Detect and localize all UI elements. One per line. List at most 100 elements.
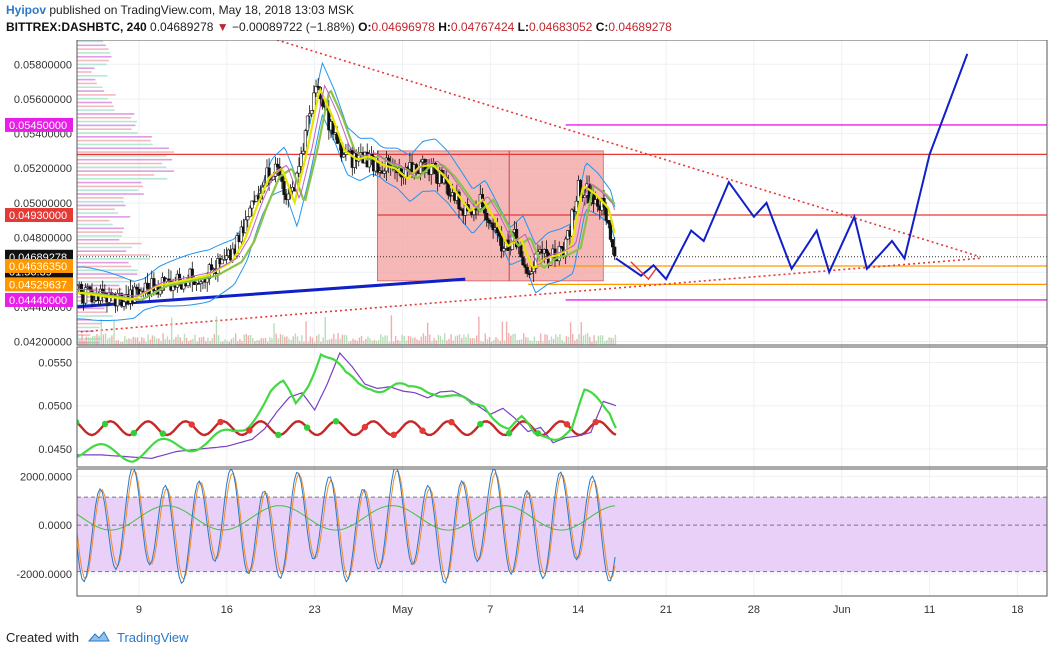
price-pane[interactable] (26, 40, 1047, 345)
symbol-line: BITTREX:DASHBTC, 240 0.04689278 ▼ −0.000… (6, 19, 1046, 36)
created-with-label: Created with (6, 629, 79, 645)
volume-bar (360, 335, 363, 345)
author-name[interactable]: Hyipov (6, 3, 47, 17)
tradingview-logo-icon[interactable] (87, 630, 111, 644)
price-axis-tick-label: 0.05800000 (14, 59, 72, 71)
volume-bar (247, 335, 250, 345)
cci-pane[interactable] (32, 467, 1047, 585)
volume-bar (401, 334, 403, 345)
volume-bar (586, 333, 589, 345)
candle-body (491, 222, 495, 231)
volume-profile-bar (77, 238, 120, 241)
volume-bar (358, 337, 361, 345)
volume-profile-bar (77, 128, 132, 130)
osc-dot-marker (534, 430, 542, 437)
volume-bar (202, 336, 205, 345)
price-axis-tick-label: 0.04200000 (14, 337, 72, 349)
osc-dot-marker (361, 423, 369, 431)
candle-body (519, 244, 523, 258)
candle-body (610, 239, 615, 248)
candle-body (209, 264, 214, 271)
osc-dot-marker (159, 430, 166, 437)
volume-bar (559, 333, 561, 345)
volume-profile-bar (77, 136, 152, 138)
volume-bar (595, 340, 597, 345)
volume-bar (98, 335, 100, 345)
candle-body (608, 222, 613, 240)
volume-bar (578, 334, 580, 345)
volume-bar (179, 337, 181, 345)
volume-bar (141, 337, 143, 345)
publish-line: Hyipov published on TradingView.com, May… (6, 2, 1046, 19)
volume-bar (525, 337, 527, 345)
candle-body (145, 282, 150, 289)
volume-bar (134, 337, 137, 345)
volume-bar (190, 339, 192, 345)
volume-profile-bar (77, 334, 91, 336)
volume-profile-bar (77, 120, 137, 123)
volume-profile-bar (77, 155, 167, 157)
candle-body (527, 273, 531, 275)
volume-bar (290, 339, 292, 345)
volume-profile-bar (77, 193, 144, 195)
tradingview-link[interactable]: TradingView (116, 629, 189, 645)
volume-bar (168, 339, 171, 345)
volume-bar (264, 337, 267, 345)
volume-bar (612, 338, 614, 345)
volume-bar (386, 335, 388, 345)
volume-profile-bar (77, 109, 115, 111)
volume-profile-bar (77, 242, 142, 245)
volume-profile-bar (77, 67, 95, 69)
mid-ma-line (77, 84, 616, 297)
volume-profile-bar (77, 315, 113, 317)
candle-body (207, 264, 211, 279)
volume-bar (145, 341, 147, 345)
projection-arrow (630, 261, 657, 281)
candle-body (244, 219, 248, 234)
volume-bar (510, 335, 512, 345)
volume-bar (499, 340, 501, 345)
volume-bar (217, 335, 220, 345)
volume-profile-bar (77, 280, 134, 283)
volume-bar (554, 334, 557, 345)
candle-body (133, 286, 137, 303)
volume-bar (256, 339, 258, 345)
x-tick-label: 14 (572, 604, 584, 616)
volume-bar (522, 333, 525, 345)
volume-bar (608, 337, 610, 345)
volume-bar (196, 341, 198, 345)
volume-bar (380, 334, 382, 345)
volume-bar (224, 339, 226, 345)
volume-bar (318, 334, 320, 345)
volume-bar (183, 333, 186, 345)
volume-bar (424, 336, 427, 345)
volume-bar (476, 335, 478, 345)
volume-bar (461, 338, 463, 345)
volume-bar (109, 337, 111, 345)
candle-body (574, 200, 578, 212)
ohlc-open: O:0.04696978 (358, 20, 435, 34)
volume-bar (465, 337, 467, 345)
price-marker-badge (5, 292, 73, 307)
volume-bar (563, 341, 565, 345)
chart-canvas[interactable]: 9 16 23 May 7 14 21 28 Jun 11 18 0.042000000.04400… (0, 40, 1053, 625)
osc-axis-tick-label: 0.0500 (38, 401, 72, 413)
candle-body (500, 235, 504, 252)
volume-profile-bar (77, 204, 126, 207)
volume-bar (601, 335, 604, 345)
x-tick-label: May (392, 604, 413, 616)
volume-bar (574, 340, 576, 345)
volume-bar (209, 341, 211, 345)
volume-bar (582, 335, 585, 345)
volume-bar (228, 341, 230, 345)
volume-bar (185, 337, 188, 345)
volume-profile-bar (77, 55, 112, 58)
volume-bar (439, 335, 442, 345)
volume-bar (243, 334, 245, 345)
volume-bar (450, 334, 452, 345)
volume-bar (292, 336, 294, 345)
volume-bar (610, 337, 612, 345)
volume-profile-bar (77, 181, 142, 184)
ohlc-low-label: L: (517, 20, 529, 34)
oscillator-pane[interactable] (32, 351, 617, 463)
